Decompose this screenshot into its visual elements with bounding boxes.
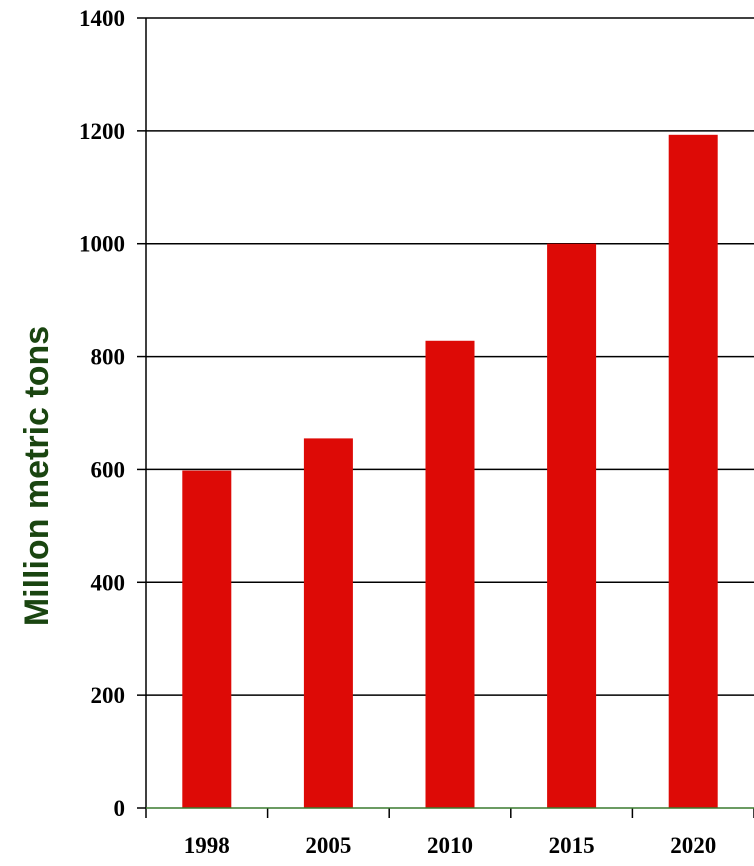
y-tick-label: 600 — [91, 457, 126, 482]
x-tick-label: 2015 — [549, 833, 595, 858]
y-tick-label: 400 — [91, 570, 126, 595]
bar-2020 — [668, 134, 718, 809]
bar-1998 — [182, 470, 232, 808]
x-tick-label: 2005 — [305, 833, 351, 858]
y-tick-label: 1000 — [79, 232, 125, 257]
y-tick-label: 1400 — [79, 6, 125, 31]
bar-2005 — [303, 438, 353, 808]
y-tick-label: 1200 — [79, 119, 125, 144]
axes — [137, 17, 754, 818]
y-axis-title: Million metric tons — [18, 326, 56, 626]
y-tick-label: 800 — [91, 345, 126, 370]
x-tick-label: 1998 — [184, 833, 230, 858]
y-tick-label: 200 — [91, 683, 126, 708]
y-tick-labels: 0 200 400 600 800 1000 1200 1400 — [79, 6, 125, 821]
bar-2010 — [425, 340, 475, 808]
bars — [182, 134, 718, 809]
x-tick-label: 2020 — [670, 833, 716, 858]
x-tick-label: 2010 — [427, 833, 473, 858]
x-tick-labels: 1998 2005 2010 2015 2020 — [184, 833, 716, 858]
y-tick-label: 0 — [114, 796, 126, 821]
bar-2015 — [547, 243, 597, 808]
